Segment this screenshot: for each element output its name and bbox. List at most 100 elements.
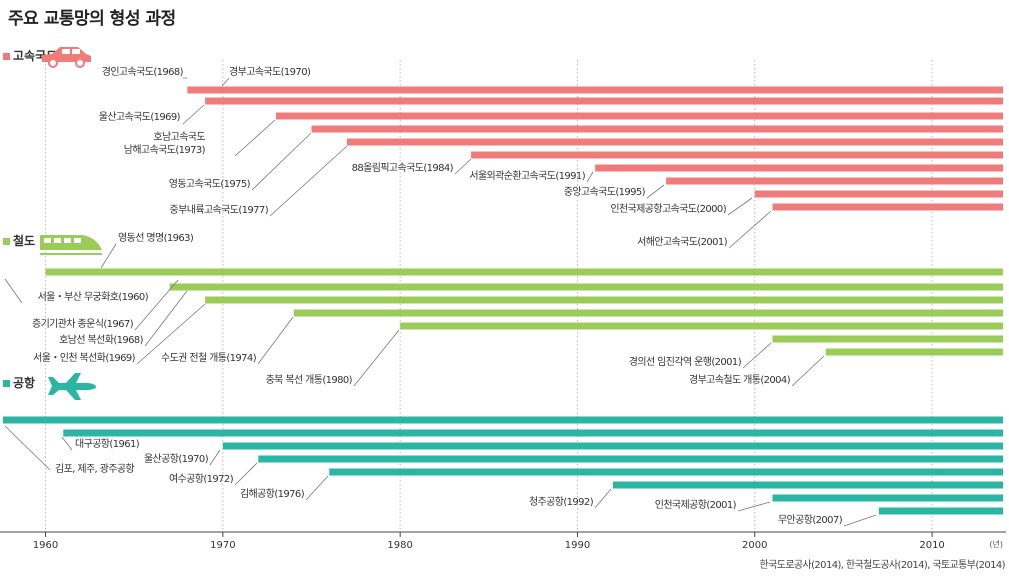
event-label: 서울・인천 복선화(1969) [33, 352, 136, 364]
timeline-bar [222, 86, 1003, 94]
event-label: 경부고속철도 개통(2004) [689, 373, 791, 386]
train-rail [40, 253, 102, 255]
section-marker [3, 380, 10, 387]
leader-line [728, 210, 772, 249]
leader-line [4, 425, 51, 471]
timeline-bar [595, 164, 1003, 172]
leader-line [234, 462, 258, 486]
leader-line [144, 290, 188, 347]
airplane-icon [48, 373, 96, 400]
event-label: 충북 복선 개통(1980) [266, 374, 353, 386]
leader-line [4, 278, 23, 304]
timeline-bar [666, 177, 1003, 185]
timeline-bar [329, 468, 1003, 476]
train-window [54, 238, 61, 243]
section-marker [3, 53, 10, 60]
train-icon [40, 235, 102, 255]
train-window [64, 238, 71, 243]
leader-line [727, 197, 753, 216]
leader-line [586, 171, 594, 183]
car-window [62, 49, 70, 54]
leader-line [100, 243, 117, 269]
leader-line [209, 449, 221, 466]
timeline-bar [205, 97, 1003, 105]
event-label: 88올림픽고속국도(1984) [352, 162, 454, 174]
event-label: 중앙고속국도(1995) [564, 186, 646, 198]
leader-line [269, 145, 348, 217]
leader-line [646, 184, 665, 199]
event-label: 인천국제공항(2001) [655, 499, 737, 511]
event-label: 청주공항(1992) [529, 496, 594, 508]
event-label: 인천국제공항고속국도(2000) [610, 203, 726, 215]
timeline-bar [276, 112, 1003, 120]
timeline-bar [311, 125, 1004, 133]
leader-line [134, 279, 179, 331]
timeline-bar [772, 494, 1003, 502]
timeline-bar [205, 296, 1003, 304]
x-tick-label: 2000 [742, 540, 767, 551]
event-label: 울산공항(1970) [144, 453, 209, 465]
page-title: 주요 교통망의 형성 과정 [8, 9, 176, 29]
event-label: 경부고속국도(1970) [229, 65, 311, 78]
car-window [72, 49, 80, 54]
x-tick-label: 1990 [565, 540, 590, 551]
leader-line [742, 342, 772, 369]
event-label: 영동고속국도(1975) [169, 178, 251, 190]
event-label: 울산고속국도(1969) [99, 111, 181, 123]
x-tick-label: 2010 [919, 540, 944, 551]
timeline-bar [754, 190, 1003, 198]
leader-line [136, 303, 206, 365]
timeline-bar [222, 442, 1003, 450]
event-label: 경인고속국도(1968) [102, 65, 184, 78]
leader-line [843, 514, 877, 527]
timeline-bar [772, 335, 1003, 343]
event-label: 김포, 제주, 광주공항 [55, 463, 135, 475]
airplane-body [48, 377, 96, 395]
event-label: 경의선 임진각역 운행(2001) [629, 355, 742, 368]
event-label: 수도권 전철 개통(1974) [161, 352, 257, 364]
event-label: 중부내륙고속국도(1977) [170, 204, 269, 216]
event-label: 김해공항(1976) [240, 487, 305, 500]
train-window [44, 238, 51, 243]
event-label: 호남선 복선화(1968) [59, 334, 144, 346]
timeline-bar [45, 268, 1003, 276]
car-wheel [75, 58, 85, 68]
leader-line [61, 436, 73, 451]
train-window [74, 238, 81, 243]
section-marker [3, 238, 10, 245]
timeline-bar [258, 455, 1003, 463]
timeline-bar [346, 138, 1003, 146]
leader-line [791, 355, 825, 387]
event-label: 서울외곽순환고속국도(1991) [469, 170, 585, 182]
timeline-bar [612, 481, 1003, 489]
section-title: 공항 [13, 375, 35, 390]
timeline-bar [187, 283, 1003, 291]
timeline-bar [878, 507, 1003, 515]
leader-line [353, 329, 400, 387]
section-title: 철도 [13, 233, 35, 248]
leader-line [454, 158, 472, 175]
event-label: 영동선 명명(1963) [118, 232, 194, 244]
event-label: 서해안고속국도(2001) [637, 235, 728, 248]
event-label: 증기기관차 종운식(1967) [32, 318, 134, 330]
x-tick-label: 1980 [387, 540, 412, 551]
timeline-bar [3, 416, 1003, 424]
car-wheel [48, 58, 58, 68]
leader-line [234, 119, 276, 157]
event-label: 호남고속국도 남해고속국도(1973) [124, 131, 206, 156]
airplane-wing [66, 390, 81, 400]
airplane-wing [66, 373, 81, 383]
leader-line [737, 501, 771, 512]
event-label: 무안공항(2007) [778, 514, 843, 526]
x-tick-label: 1960 [33, 540, 58, 551]
source-note: 한국도로공사(2014), 한국철도공사(2014), 국토교통부(2014) [759, 560, 1006, 571]
leader-line [594, 488, 612, 509]
leader-line [257, 316, 294, 365]
timeline-bar [471, 151, 1004, 159]
timeline-bar [825, 348, 1003, 356]
x-tick-label: 1970 [210, 540, 235, 551]
leader-line [182, 104, 205, 125]
event-label: 여수공항(1972) [169, 473, 234, 485]
car-icon [42, 47, 91, 68]
